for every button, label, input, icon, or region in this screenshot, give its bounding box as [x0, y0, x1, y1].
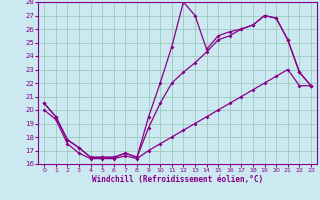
X-axis label: Windchill (Refroidissement éolien,°C): Windchill (Refroidissement éolien,°C): [92, 175, 263, 184]
